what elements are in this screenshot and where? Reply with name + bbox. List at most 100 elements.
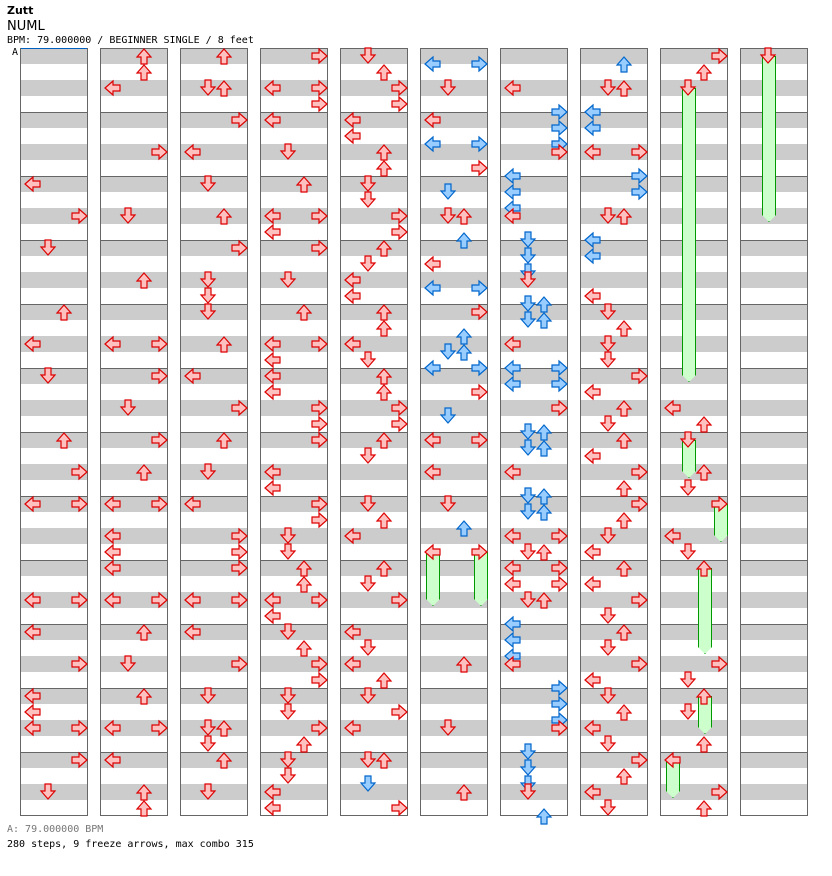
measure-separator	[501, 688, 567, 689]
right-arrow-icon	[551, 559, 568, 577]
left-arrow-icon	[504, 199, 521, 217]
measure-separator	[181, 176, 247, 177]
right-arrow-icon	[71, 207, 88, 225]
up-arrow-icon	[615, 208, 633, 225]
measure-separator	[421, 304, 487, 305]
left-arrow-icon	[504, 335, 521, 353]
chart-column	[500, 48, 568, 825]
measure-separator	[181, 304, 247, 305]
measure-separator	[341, 752, 407, 753]
right-arrow-icon	[311, 207, 328, 225]
measure-separator	[661, 560, 727, 561]
column-top-line	[581, 48, 647, 49]
left-arrow-icon	[264, 783, 281, 801]
left-arrow-icon	[584, 119, 601, 137]
right-arrow-icon	[231, 591, 248, 609]
down-arrow-icon	[279, 687, 297, 704]
measure-separator	[341, 688, 407, 689]
measure-separator	[341, 176, 407, 177]
down-arrow-icon	[439, 79, 457, 96]
up-arrow-icon	[215, 48, 233, 65]
down-arrow-icon	[199, 287, 217, 304]
down-arrow-icon	[199, 783, 217, 800]
up-arrow-icon	[295, 640, 313, 657]
down-arrow-icon	[359, 575, 377, 592]
measure-separator	[421, 176, 487, 177]
measure-separator	[101, 624, 167, 625]
down-arrow-icon	[679, 671, 697, 688]
up-arrow-icon	[295, 304, 313, 321]
up-arrow-icon	[695, 736, 713, 753]
up-arrow-icon	[695, 416, 713, 433]
up-arrow-icon	[135, 784, 153, 801]
right-arrow-icon	[151, 591, 168, 609]
right-arrow-icon	[151, 143, 168, 161]
measure-separator	[581, 624, 647, 625]
measure-separator	[741, 432, 807, 433]
left-arrow-icon	[104, 79, 121, 97]
up-arrow-icon	[375, 320, 393, 337]
bpm-marker: A	[12, 47, 19, 58]
chart-column	[180, 48, 248, 816]
right-arrow-icon	[311, 79, 328, 97]
left-arrow-icon	[424, 279, 441, 297]
right-arrow-icon	[551, 679, 568, 697]
down-arrow-icon	[519, 247, 537, 264]
left-arrow-icon	[344, 111, 361, 129]
down-arrow-icon	[599, 79, 617, 96]
right-arrow-icon	[631, 143, 648, 161]
measure-separator	[261, 688, 327, 689]
right-arrow-icon	[151, 719, 168, 737]
measure-separator	[661, 624, 727, 625]
right-arrow-icon	[551, 695, 568, 713]
down-arrow-icon	[599, 527, 617, 544]
up-arrow-icon	[615, 512, 633, 529]
right-arrow-icon	[231, 559, 248, 577]
measure-separator	[501, 176, 567, 177]
measure-separator	[421, 368, 487, 369]
up-arrow-icon	[215, 720, 233, 737]
left-arrow-icon	[264, 479, 281, 497]
left-arrow-icon	[264, 111, 281, 129]
up-arrow-icon	[215, 752, 233, 769]
measure-separator	[261, 496, 327, 497]
right-arrow-icon	[471, 159, 488, 177]
left-arrow-icon	[504, 631, 521, 649]
measure-separator	[261, 432, 327, 433]
right-arrow-icon	[471, 359, 488, 377]
down-arrow-icon	[679, 703, 697, 720]
freeze-arrow-body	[698, 568, 712, 654]
right-arrow-icon	[311, 335, 328, 353]
left-arrow-icon	[584, 143, 601, 161]
down-arrow-icon	[119, 655, 137, 672]
down-arrow-icon	[679, 79, 697, 96]
measure-separator	[21, 176, 87, 177]
measure-separator	[101, 240, 167, 241]
left-arrow-icon	[344, 655, 361, 673]
step-stats: 280 steps, 9 freeze arrows, max combo 31…	[7, 839, 254, 850]
right-arrow-icon	[551, 575, 568, 593]
left-arrow-icon	[264, 591, 281, 609]
down-arrow-icon	[359, 775, 377, 792]
measure-separator	[581, 176, 647, 177]
up-arrow-icon	[55, 432, 73, 449]
right-arrow-icon	[391, 703, 408, 721]
right-arrow-icon	[711, 47, 728, 65]
measure-separator	[101, 752, 167, 753]
down-arrow-icon	[359, 495, 377, 512]
measure-separator	[501, 368, 567, 369]
right-arrow-icon	[551, 719, 568, 737]
up-arrow-icon	[55, 304, 73, 321]
measure-separator	[341, 240, 407, 241]
up-arrow-icon	[455, 784, 473, 801]
up-arrow-icon	[375, 144, 393, 161]
down-arrow-icon	[519, 295, 537, 312]
right-arrow-icon	[551, 527, 568, 545]
up-arrow-icon	[695, 64, 713, 81]
down-arrow-icon	[519, 591, 537, 608]
measure-separator	[261, 752, 327, 753]
up-arrow-icon	[135, 624, 153, 641]
right-arrow-icon	[631, 495, 648, 513]
measure-separator	[741, 752, 807, 753]
right-arrow-icon	[471, 55, 488, 73]
